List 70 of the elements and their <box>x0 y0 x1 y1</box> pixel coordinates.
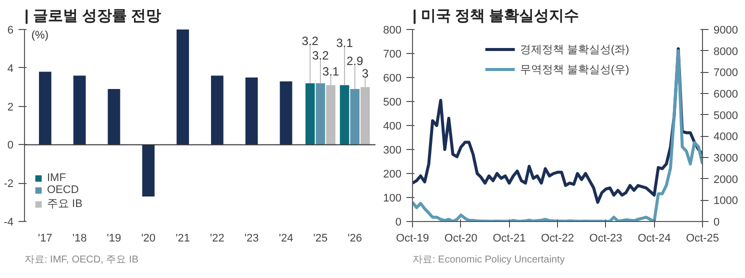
y-tick-label: -2 <box>4 178 14 190</box>
bar <box>340 85 350 145</box>
y-tick-label: 0 <box>395 216 402 228</box>
data-label: 2.9 <box>346 54 364 68</box>
y2-tick-label: 4000 <box>714 131 738 144</box>
text: 자료: IMF, OECD, 주요 IB <box>24 254 139 266</box>
y-tick-label: 700 <box>383 48 402 60</box>
x-tick-label: '26 <box>348 232 362 244</box>
bar <box>350 89 360 145</box>
y2-tick-label: 5000 <box>714 110 738 122</box>
data-label: 3 <box>362 66 369 80</box>
data-label: 3.1 <box>336 36 354 50</box>
y2-tick-label: 9000 <box>714 24 738 36</box>
bar <box>245 78 258 145</box>
bar <box>108 89 120 145</box>
chart-title: | 글로벌 성장률 전망 <box>24 8 162 24</box>
legend-label: 무역정책 불확실성(우) <box>520 62 630 76</box>
y-tick-label: 0 <box>7 140 14 152</box>
y-tick-label: -4 <box>4 216 14 228</box>
y-tick-label: 800 <box>383 24 402 36</box>
x-tick-label: Oct-21 <box>492 232 526 244</box>
x-tick-label: '23 <box>244 232 259 244</box>
legend-label: 경제정책 불확실성(좌) <box>520 42 630 56</box>
bar <box>38 72 52 145</box>
bar <box>73 76 86 145</box>
y2-tick-label: 1000 <box>714 195 738 208</box>
y-tick-label: 400 <box>383 120 402 132</box>
legend-label: OECD <box>47 184 79 196</box>
x-tick-label: '18 <box>72 232 87 244</box>
x-tick-label: Oct-23 <box>589 232 622 244</box>
x-tick-label: '24 <box>278 232 294 244</box>
x-tick-label: Oct-19 <box>396 232 430 244</box>
chart-title: | 미국 정책 불확실성지수 <box>412 8 580 24</box>
y2-tick-label: 3000 <box>714 152 738 164</box>
y2-tick-label: 0 <box>714 216 720 228</box>
x-tick-label: Oct-22 <box>540 232 574 244</box>
x-tick-label: '19 <box>106 232 122 244</box>
bar <box>142 144 155 197</box>
y-tick-label: 4 <box>7 62 14 75</box>
legend-label: 주요 IB <box>47 197 82 211</box>
y2-tick-label: 8000 <box>714 46 738 58</box>
x-tick-label: Oct-25 <box>686 232 720 244</box>
y-tick-label: 100 <box>383 192 402 204</box>
y-tick-label: 500 <box>383 96 402 108</box>
y-tick-label: 200 <box>383 168 402 180</box>
x-tick-label: '20 <box>141 232 156 244</box>
bar <box>176 30 189 145</box>
y-tick-label: 6 <box>7 24 14 36</box>
data-label: 3.1 <box>322 64 340 79</box>
y-axis-title: (%) <box>31 30 48 42</box>
y2-tick-label: 7000 <box>714 67 738 80</box>
y-tick-label: 2 <box>7 101 14 114</box>
bar <box>211 76 224 145</box>
bar <box>305 83 315 145</box>
y2-tick-label: 6000 <box>714 88 738 100</box>
x-tick-label: Oct-24 <box>638 232 671 244</box>
x-tick-label: Oct-20 <box>444 232 478 244</box>
data-label: 3.2 <box>312 48 330 62</box>
x-tick-label: '21 <box>176 232 190 244</box>
bar <box>280 81 292 145</box>
x-tick-label: '22 <box>210 232 224 244</box>
data-label: 3.2 <box>302 34 319 48</box>
text: 자료: Economic Policy Uncertainty <box>412 254 565 266</box>
bar <box>316 83 326 145</box>
y-tick-label: 300 <box>383 144 402 156</box>
y2-tick-label: 2000 <box>714 174 738 186</box>
x-tick-label: '17 <box>38 232 52 244</box>
legend-label: IMF <box>47 172 67 184</box>
y-tick-label: 600 <box>383 72 402 84</box>
x-tick-label: '25 <box>313 232 328 244</box>
